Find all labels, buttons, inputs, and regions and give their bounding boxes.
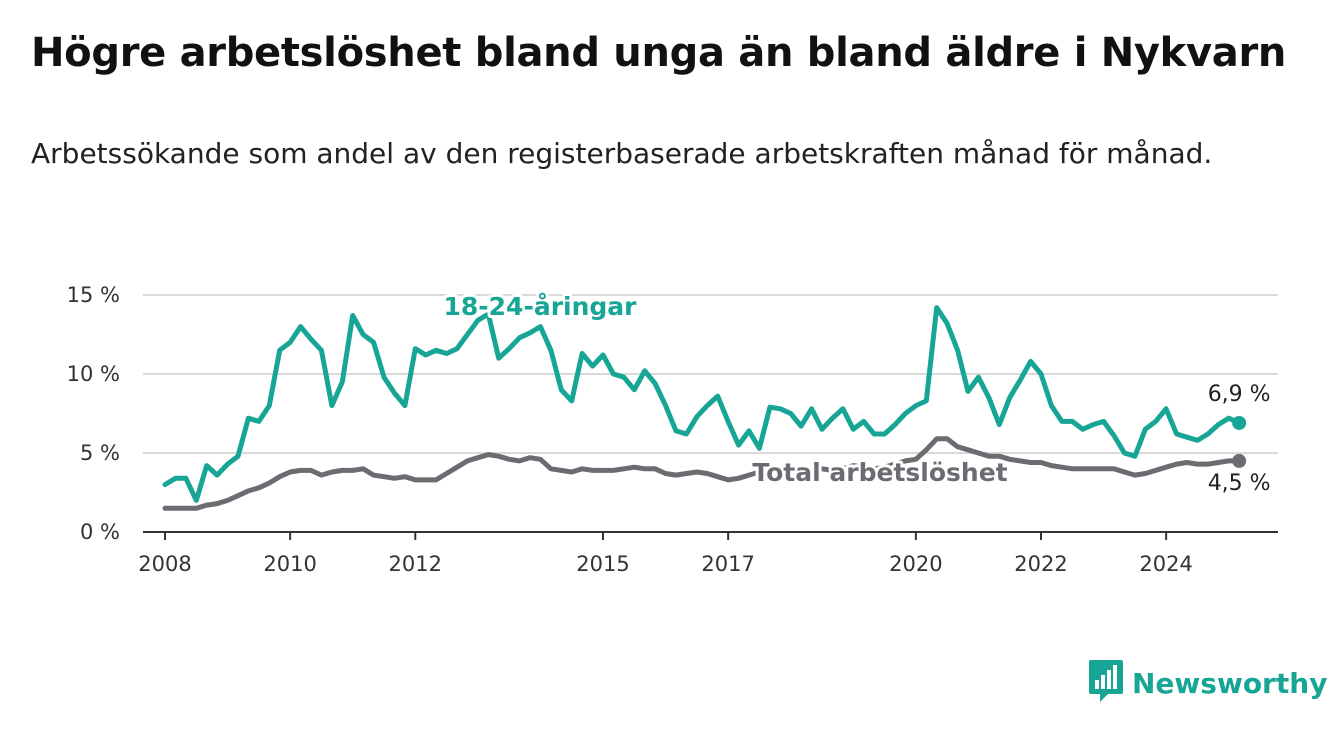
y-tick-label: 5 % xyxy=(80,441,120,465)
x-tick-label: 2022 xyxy=(1014,552,1067,576)
y-tick-label: 10 % xyxy=(67,362,120,386)
series-line xyxy=(162,436,1242,511)
chart-subtitle: Arbetssökande som andel av den registerb… xyxy=(31,137,1213,170)
x-tick-label: 2008 xyxy=(138,552,191,576)
series-end-point xyxy=(1232,415,1247,430)
series-labels: 18-24-åringar Total arbetslöshet 6,9 % 4,5 … xyxy=(441,289,1274,498)
series-end-value-label: 4,5 % xyxy=(1208,471,1271,496)
y-tick-label: 0 % xyxy=(80,520,120,544)
grid-lines xyxy=(143,294,1278,533)
x-tick-label: 2024 xyxy=(1139,552,1192,576)
series-name-label: Total arbetslöshet xyxy=(752,458,1007,487)
newsworthy-logo: Newsworthy xyxy=(1088,660,1327,706)
y-axis-ticks: 0 % 5 % 10 % 15 % xyxy=(67,283,120,544)
brand-name: Newsworthy xyxy=(1132,666,1328,700)
line-chart: 0 %5 %10 %15 % 2008 2010 2012 2015 2017 2020 2… xyxy=(67,283,1278,576)
series-name-label: 18-24-åringar xyxy=(444,292,638,321)
series-lines xyxy=(162,305,1247,511)
series-line xyxy=(162,305,1242,503)
series-end-point xyxy=(1232,453,1247,468)
x-axis-ticks: 2008 2010 2012 2015 2017 2020 2022 2024 xyxy=(138,532,1193,576)
x-tick-label: 2017 xyxy=(701,552,754,576)
x-tick-label: 2012 xyxy=(389,552,442,576)
x-tick-label: 2020 xyxy=(889,552,942,576)
bar-chart-logo-icon xyxy=(1088,658,1124,708)
series-end-value-label: 6,9 % xyxy=(1208,382,1271,407)
y-tick-label: 15 % xyxy=(67,283,120,307)
x-tick-label: 2010 xyxy=(263,552,316,576)
chart-title: Högre arbetslöshet bland unga än bland ä… xyxy=(31,30,1287,76)
x-tick-label: 2015 xyxy=(576,552,629,576)
